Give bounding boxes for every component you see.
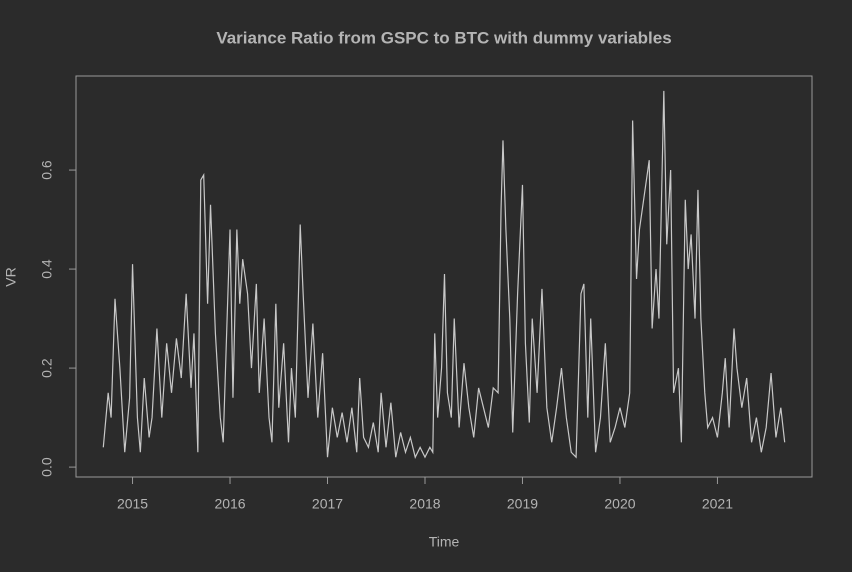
y-tick-label: 0.0 <box>39 457 55 477</box>
x-tick-label: 2017 <box>312 496 343 512</box>
chart-title: Variance Ratio from GSPC to BTC with dum… <box>216 28 671 47</box>
y-tick-label: 0.6 <box>39 160 55 180</box>
y-tick-label: 0.2 <box>39 358 55 378</box>
x-tick-label: 2016 <box>214 496 245 512</box>
plot-frame <box>75 75 813 478</box>
y-tick-label: 0.4 <box>39 259 55 279</box>
series-line <box>102 90 786 459</box>
y-axis-label: VR <box>3 267 19 286</box>
x-tick-label: 2019 <box>507 496 538 512</box>
x-axis-label: Time <box>429 534 460 550</box>
x-tick-label: 2021 <box>702 496 733 512</box>
x-tick-label: 2020 <box>604 496 635 512</box>
x-tick-label: 2015 <box>117 496 148 512</box>
x-tick-label: 2018 <box>409 496 440 512</box>
